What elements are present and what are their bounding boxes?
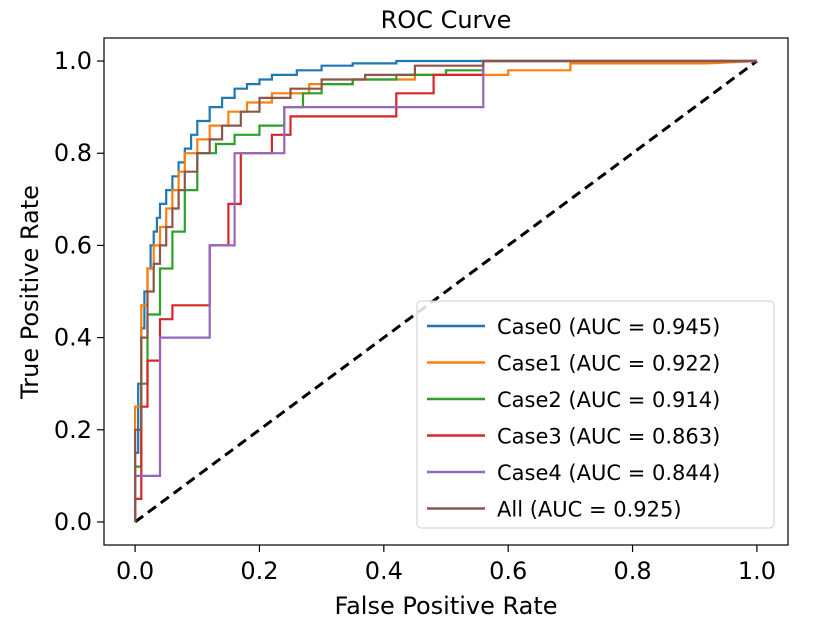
y-tick-label: 0.4 xyxy=(54,324,92,352)
x-tick-label: 0.4 xyxy=(365,557,403,585)
legend-box xyxy=(416,300,775,529)
series-line-2 xyxy=(134,59,757,522)
plot-area xyxy=(134,59,758,524)
legend-label-3: Case3 (AUC = 0.863) xyxy=(497,425,720,449)
plot-frame xyxy=(103,37,789,546)
legend-label-4: Case4 (AUC = 0.844) xyxy=(497,461,720,485)
x-axis-label: False Positive Rate xyxy=(334,592,557,620)
chart-title: ROC Curve xyxy=(381,6,512,34)
x-tick-label: 0.8 xyxy=(613,557,651,585)
y-axis-label: True Positive Rate xyxy=(16,185,44,400)
series-line-5 xyxy=(134,59,757,522)
x-tick-label: 1.0 xyxy=(738,557,776,585)
y-tick-label: 0.8 xyxy=(54,139,92,167)
x-tick-label: 0.0 xyxy=(116,557,154,585)
legend-label-5: All (AUC = 0.925) xyxy=(497,498,682,522)
x-tick-label: 0.2 xyxy=(240,557,278,585)
axes: 0.0 0.2 0.4 0.6 0.8 1.0 0.0 0.2 0.4 0.6 0.8 1.0 xyxy=(54,37,789,585)
y-tick-label: 1.0 xyxy=(54,47,92,75)
series-line-4 xyxy=(134,59,757,522)
series-line-1 xyxy=(134,59,757,522)
diagonal-reference-line xyxy=(134,59,758,524)
legend: Case0 (AUC = 0.945) Case1 (AUC = 0.922) Ca… xyxy=(416,300,775,529)
y-tick-label: 0.0 xyxy=(54,508,92,536)
y-tick-label: 0.6 xyxy=(54,231,92,259)
y-tick-label: 0.2 xyxy=(54,416,92,444)
legend-label-0: Case0 (AUC = 0.945) xyxy=(497,315,720,339)
legend-label-1: Case1 (AUC = 0.922) xyxy=(497,352,720,376)
legend-label-2: Case2 (AUC = 0.914) xyxy=(497,388,720,412)
x-tick-label: 0.6 xyxy=(489,557,527,585)
